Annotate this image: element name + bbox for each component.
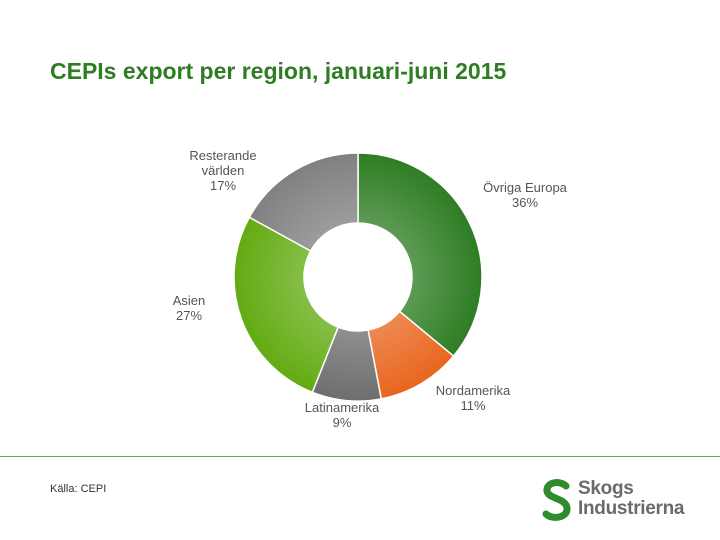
logo-text: Skogs Industrierna <box>578 478 685 519</box>
page-title: CEPIs export per region, januari-juni 20… <box>50 58 507 84</box>
footer-divider <box>0 456 720 457</box>
donut-slices <box>233 152 483 402</box>
slice-asien <box>233 216 340 394</box>
donut-chart: Övriga Europa 36% Nordamerika 11% Latinameri… <box>173 148 568 430</box>
skogsindustrierna-logo: Skogs Industrierna <box>540 478 700 524</box>
slice-övriga-europa <box>357 152 483 358</box>
slice-label-resterande-världen: Resterande världen 17% <box>189 148 256 193</box>
slice-label-nordamerika: Nordamerika 11% <box>436 383 511 413</box>
slice-label-asien: Asien 27% <box>173 293 206 323</box>
slice-label-övriga-europa: Övriga Europa 36% <box>483 180 568 210</box>
donut-labels: Övriga Europa 36% Nordamerika 11% Latinameri… <box>173 148 568 430</box>
slice-resterande-världen <box>248 152 359 253</box>
slice-label-latinamerika: Latinamerika 9% <box>305 400 380 430</box>
logo-s-icon <box>542 479 571 521</box>
source-note: Källa: CEPI <box>50 483 107 495</box>
